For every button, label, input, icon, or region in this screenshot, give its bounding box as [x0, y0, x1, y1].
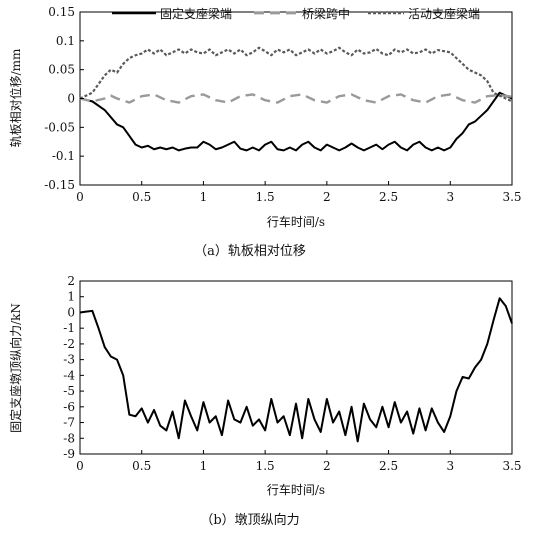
legend-label-moving-support: 活动支座梁端 [408, 6, 480, 21]
chart-a-y-tick-label: -0.15 [44, 178, 75, 192]
chart-a-y-ticks: 0.15 0.1 0.05 0 -0.05 -0.1 -0.15 [44, 5, 84, 192]
chart-a-y-tick-label: 0.15 [48, 5, 75, 19]
chart-b-y-tick-label: -3 [63, 353, 75, 367]
chart-a-series-1-line [79, 93, 513, 104]
chart-a-x-tick-label: 0 [76, 190, 84, 204]
chart-b-y-tick-label: 2 [67, 274, 75, 288]
chart-b-series-0-line [79, 297, 513, 443]
chart-a-x-tick-label: 2 [323, 190, 331, 204]
chart-b-x-ticks: 0 0.5 1 1.5 2 2.5 3 3.5 [76, 450, 522, 473]
chart-b-y-tick-label: -8 [63, 431, 75, 445]
chart-b-x-tick-label: 0 [76, 459, 84, 473]
chart-a-series-2-line [79, 46, 513, 103]
chart-a-y-tick-label: -0.1 [52, 149, 75, 163]
chart-a-plot-frame [79, 11, 513, 186]
chart-b-x-tick-label: 1 [200, 459, 208, 473]
chart-a-x-tick-label: 0.5 [132, 190, 151, 204]
chart-b-y-tick-label: -4 [63, 368, 75, 382]
chart-b-y-tick-label: 1 [67, 290, 75, 304]
chart-b-y-tick-label: -6 [63, 400, 75, 414]
chart-a-x-tick-label: 2.5 [379, 190, 398, 204]
chart-a: 0 0.5 1 1.5 2 2.5 3 3.5 0.15 0.1 0.05 0 -0.05 -0.1 -0… [8, 5, 522, 259]
chart-a-y-axis-title: 轨板相对位移/mm [8, 48, 23, 147]
chart-a-x-tick-label: 1.5 [256, 190, 275, 204]
chart-a-y-tick-label: 0.1 [56, 34, 75, 48]
chart-b-y-ticks: 2 10 -1 -2 -3-4 -5 -6 -7-8 -9 [63, 274, 84, 461]
chart-b-y-tick-label: -9 [63, 447, 75, 461]
chart-b-x-axis-title: 行车时间/s [267, 482, 325, 497]
chart-a-series-group [79, 46, 513, 152]
chart-a-x-axis-title: 行车时间/s [267, 214, 325, 229]
chart-b-x-tick-label: 0.5 [132, 459, 151, 473]
chart-a-x-tick-label: 3.5 [502, 190, 521, 204]
chart-b-caption: （b）墩顶纵向力 [200, 512, 299, 528]
chart-b-plot-frame [79, 280, 513, 455]
chart-b-y-tick-label: 0 [67, 305, 75, 319]
chart-b-series-group [79, 297, 513, 443]
chart-a-y-tick-label: 0.05 [48, 63, 75, 77]
chart-a-y-tick-label: 0 [67, 92, 75, 106]
legend-label-fixed-support: 固定支座梁端 [160, 6, 232, 21]
chart-b-y-tick-label: -5 [63, 384, 75, 398]
chart-b-x-tick-label: 2 [323, 459, 331, 473]
chart-b-y-tick-label: -2 [63, 337, 75, 351]
chart-a-x-tick-label: 3 [446, 190, 454, 204]
chart-b-x-tick-label: 3 [446, 459, 454, 473]
chart-b-y-tick-label: -1 [63, 321, 75, 335]
chart-a-x-ticks: 0 0.5 1 1.5 2 2.5 3 3.5 [76, 181, 522, 204]
chart-b-y-axis-title: 固定支座墩顶纵向力/kN [8, 303, 23, 433]
chart-a-caption: （a）轨板相对位移 [194, 244, 306, 259]
chart-b-x-tick-label: 1.5 [256, 459, 275, 473]
chart-b: 0 0.5 1 1.5 2 2.5 3 3.5 210-1-2-3-4-5-6-7-8-9 行… [8, 274, 522, 528]
chart-a-x-tick-label: 1 [200, 190, 208, 204]
chart-b-x-tick-label: 2.5 [379, 459, 398, 473]
chart-a-legend: 固定支座梁端 桥梁跨中 活动支座梁端 [112, 6, 480, 21]
legend-label-midspan: 桥梁跨中 [302, 6, 350, 21]
chart-a-series-0-line [79, 91, 513, 152]
chart-b-y-tick-label: -7 [63, 416, 75, 430]
chart-b-x-tick-label: 3.5 [502, 459, 521, 473]
chart-a-y-tick-label: -0.05 [44, 120, 75, 134]
